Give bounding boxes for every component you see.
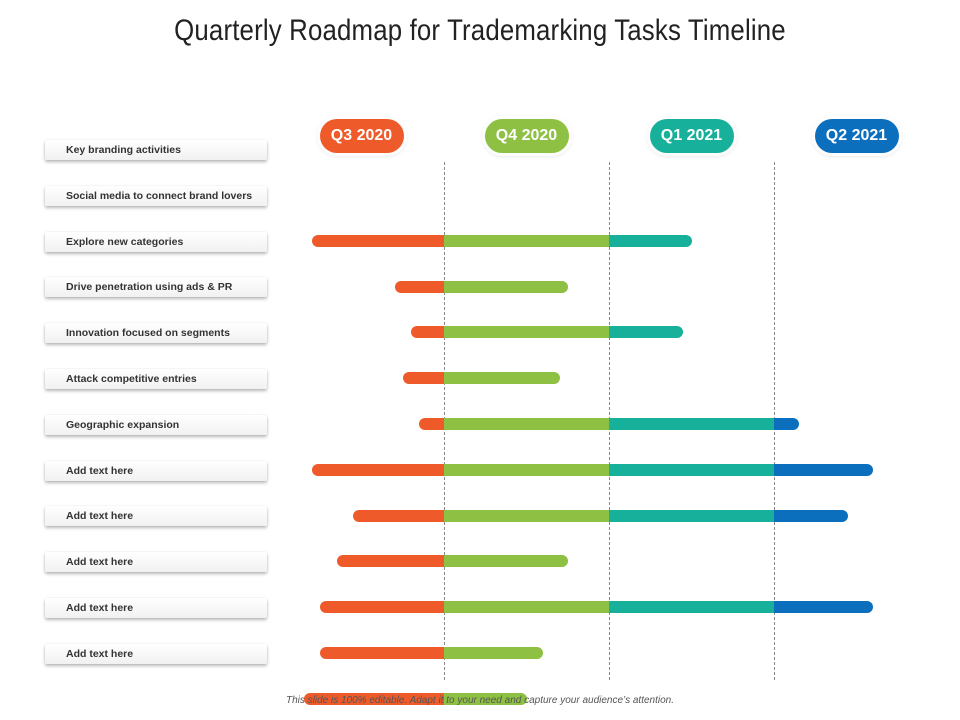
task-bar-segment [336,555,445,568]
quarter-pill-2: Q4 2020 [484,119,569,153]
quarter-pill-3: Q1 2021 [649,119,734,153]
task-bar-segment [444,326,610,339]
task-bar-segment [312,463,445,476]
task-label: Key branding activities [45,140,267,160]
task-bar-segment [444,463,610,476]
task-bar-segment [303,692,445,705]
task-bar [353,509,849,522]
task-bar-segment [419,418,445,430]
task-bar-segment [609,509,775,522]
task-bar [303,692,527,705]
task-bar-segment [444,692,527,705]
task-label: Add text here [45,643,267,664]
task-bar-segment [320,647,445,659]
task-label: Drive penetration using ads & PR [45,277,267,298]
quarter-pill-1: Q3 2020 [319,119,404,153]
task-label: Add text here [45,598,267,618]
task-bar-segment [774,463,873,476]
task-bar-segment [444,509,610,522]
task-label: Add text here [45,552,267,573]
task-bar [419,418,799,430]
task-bar-segment [609,326,684,339]
task-label: Attack competitive entries [45,369,267,389]
task-label: Innovation focused on segments [45,323,267,344]
task-bar-segment [353,509,445,522]
task-bar-segment [444,601,610,614]
task-bar [312,234,692,247]
task-bar-segment [444,647,543,659]
task-bar-segment [402,372,445,385]
task-bar [312,463,873,476]
task-bar [336,555,568,568]
task-bar-segment [774,509,849,522]
page-title: Quarterly Roadmap for Trademarking Tasks… [174,14,786,47]
footer-note: This slide is 100% editable. Adapt it to… [285,695,675,706]
task-bar-segment [609,463,775,476]
task-label: Add text here [45,460,267,481]
task-label: Explore new categories [45,231,267,252]
task-bar-segment [774,601,873,614]
task-bar [320,647,543,659]
task-bar-segment [411,326,445,339]
task-bar-segment [609,418,775,430]
task-label: Add text here [45,506,267,527]
task-bar-segment [444,280,568,293]
task-bar-segment [774,418,799,430]
task-bar-segment [444,234,610,247]
task-bar-segment [394,280,445,293]
task-bar-segment [320,601,445,614]
task-bar-segment [444,418,610,430]
task-bar-segment [312,234,445,247]
task-bar-segment [609,234,692,247]
task-label: Geographic expansion [45,414,267,435]
task-bar-segment [444,555,568,568]
task-bar [394,280,568,293]
task-bar-segment [609,601,775,614]
task-bar [320,601,873,614]
task-bar [411,326,684,339]
task-label: Social media to connect brand lovers [45,185,267,206]
task-bar [402,372,560,385]
quarter-pill-4: Q2 2021 [814,119,899,153]
task-bar-segment [444,372,560,385]
